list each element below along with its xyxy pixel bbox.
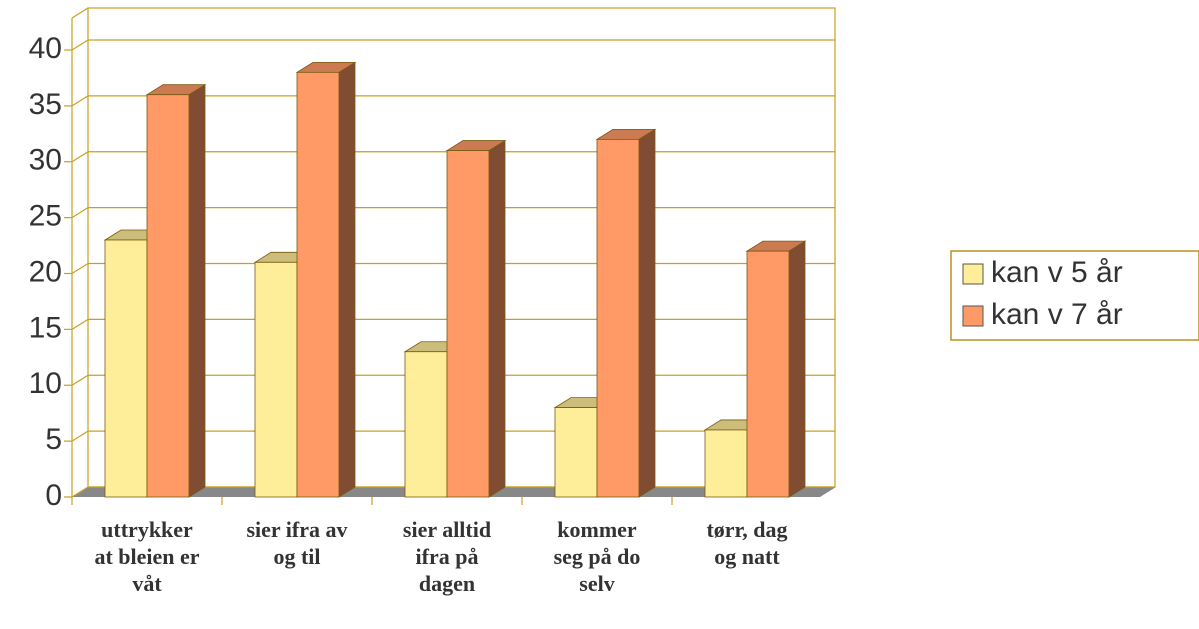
y-tick-label: 5 <box>45 423 62 456</box>
legend-box <box>950 250 1199 341</box>
bar-front <box>146 94 190 498</box>
grid-line <box>71 207 89 219</box>
bar <box>295 61 357 498</box>
bar-side <box>338 61 356 498</box>
y-tick-label: 20 <box>29 255 62 288</box>
grid-line <box>71 39 89 51</box>
x-tick-label: tørr, dag og natt <box>706 517 788 569</box>
wall-edge <box>71 7 89 19</box>
bar-front <box>704 429 748 498</box>
y-tick-label: 35 <box>29 88 62 121</box>
y-tick-label: 10 <box>29 367 62 400</box>
bar-front <box>296 71 340 498</box>
x-tick-label: sier alltid ifra på dagen <box>402 517 492 596</box>
bar <box>145 83 207 498</box>
grid-line <box>71 262 89 275</box>
grid-line <box>71 430 89 442</box>
bar-front <box>404 351 448 498</box>
bar-side <box>638 128 656 498</box>
bar-front <box>596 138 640 498</box>
bar <box>745 240 807 498</box>
legend-label: kan v 7 år <box>991 298 1123 331</box>
bar <box>595 128 657 498</box>
bar-side <box>488 139 506 498</box>
bar-front <box>254 261 298 498</box>
bar-front <box>746 250 790 498</box>
bar-front <box>104 239 148 498</box>
y-tick-label: 0 <box>45 479 62 512</box>
legend-label: kan v 5 år <box>991 256 1123 289</box>
y-tick-label: 15 <box>29 311 62 344</box>
bar-side <box>188 83 206 498</box>
legend-swatch <box>962 305 984 327</box>
x-tick-label: sier ifra av og til <box>246 517 348 569</box>
bar <box>445 139 507 498</box>
bar-front <box>554 407 598 498</box>
y-tick-label: 40 <box>29 32 62 65</box>
y-tick-label: 30 <box>29 144 62 177</box>
grid-line <box>71 318 89 330</box>
y-tick-label: 25 <box>29 200 62 233</box>
bar-side <box>788 240 806 498</box>
x-tick-label: kommer seg på do selv <box>553 517 641 596</box>
grid-line <box>71 374 89 386</box>
grid-line <box>71 151 89 163</box>
grid-line <box>71 486 89 498</box>
x-tick-label: uttrykker at bleien er våt <box>94 517 200 596</box>
bar-front <box>446 150 490 498</box>
legend-swatch <box>962 263 984 285</box>
grid-line <box>71 95 89 107</box>
